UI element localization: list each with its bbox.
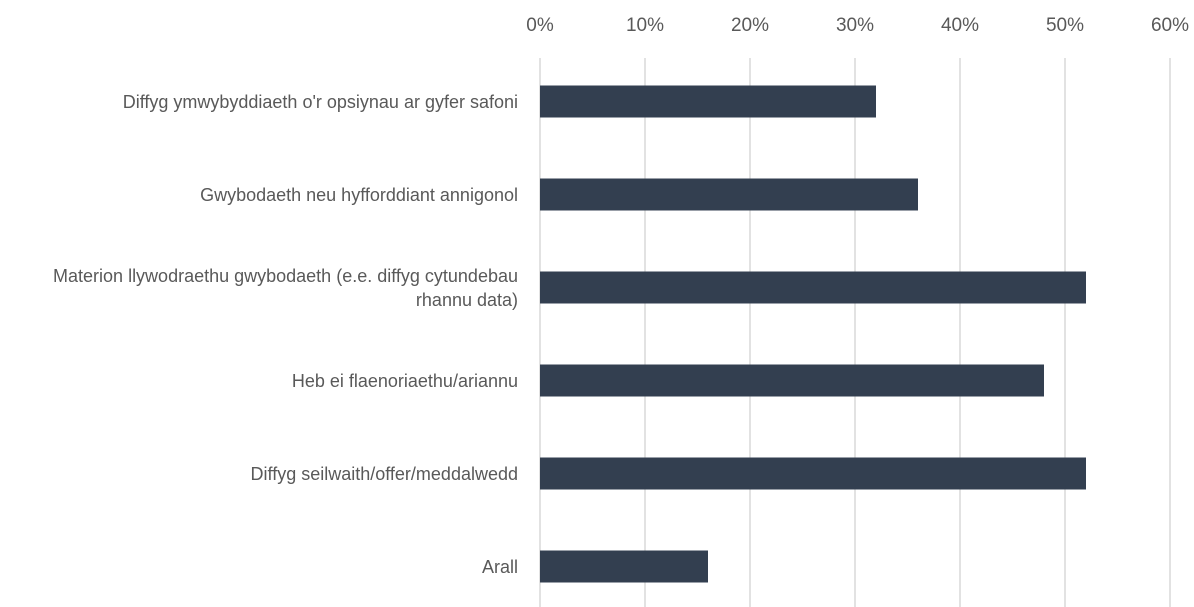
x-tick-label: 10% bbox=[626, 15, 664, 36]
category-text: Heb ei flaenoriaethu/ariannu bbox=[291, 370, 518, 391]
y-tick-label: Materion llywodraethu gwybodaeth (e.e. d… bbox=[0, 264, 518, 312]
y-tick-label: Arall bbox=[0, 555, 518, 579]
x-tick-label: 50% bbox=[1046, 15, 1084, 36]
x-tick-label: 60% bbox=[1151, 15, 1189, 36]
bar bbox=[540, 457, 1086, 490]
bar bbox=[540, 364, 1044, 397]
category-text: Arall bbox=[481, 556, 518, 577]
y-tick-label: Diffyg seilwaith/offer/meddalwedd bbox=[0, 462, 518, 486]
x-tick-label: 40% bbox=[941, 15, 979, 36]
bar bbox=[540, 178, 918, 211]
y-tick-label: Gwybodaeth neu hyfforddiant annigonol bbox=[0, 183, 518, 207]
category-text: Diffyg ymwybyddiaeth o'r opsiynau ar gyf… bbox=[122, 91, 518, 112]
x-tick-label: 0% bbox=[526, 15, 554, 36]
x-tick-label: 20% bbox=[731, 15, 769, 36]
category-text: Diffyg seilwaith/offer/meddalwedd bbox=[250, 463, 518, 484]
bar bbox=[540, 85, 876, 118]
bar bbox=[540, 271, 1086, 304]
category-text: Materion llywodraethu gwybodaeth (e.e. d… bbox=[53, 265, 518, 310]
bar bbox=[540, 550, 708, 583]
y-tick-label: Diffyg ymwybyddiaeth o'r opsiynau ar gyf… bbox=[0, 90, 518, 114]
y-tick-label: Heb ei flaenoriaethu/ariannu bbox=[0, 369, 518, 393]
x-tick-label: 30% bbox=[836, 15, 874, 36]
category-text: Gwybodaeth neu hyfforddiant annigonol bbox=[200, 184, 518, 205]
